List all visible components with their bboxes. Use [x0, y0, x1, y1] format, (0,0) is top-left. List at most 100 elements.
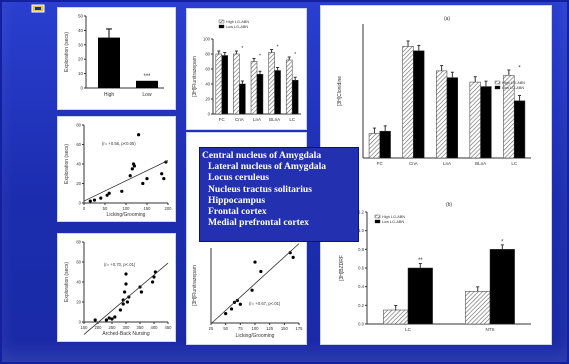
data-point [250, 288, 254, 292]
bar-lna-high [435, 70, 448, 159]
legend-swatch [494, 80, 501, 85]
lg-scatter-x-label: Licking/Grooming [107, 212, 146, 218]
x-tick-label: 125 [266, 326, 274, 331]
data-point [162, 177, 166, 181]
y-tick-label: 40 [205, 82, 210, 87]
x-tick-label: 75 [238, 326, 243, 331]
data-point [110, 317, 114, 321]
x-tick-label: 400 [151, 325, 159, 330]
x-tick-label: 450 [165, 325, 173, 330]
x-tick-label: 150 [281, 326, 289, 331]
legend-label: High LG-ABN [382, 215, 405, 219]
data-point [125, 300, 129, 304]
flunitrazepam-scatter-annotation: (r= +0.67, p<.01) [249, 301, 281, 306]
legend-swatch [494, 85, 501, 90]
panel-exploration-bar: 0 10 20 30 40 50 Exploration (secs) High Low *** [57, 7, 176, 110]
lg-scatter-y-label: Exploration (secs) [64, 144, 70, 184]
bar-lc-low [291, 80, 299, 115]
y-tick-label: 0 [79, 320, 82, 325]
chart-exploration-bar: 0 10 20 30 40 50 Exploration (secs) High Low *** [64, 14, 164, 98]
data-point [107, 191, 111, 195]
flunitrazepam-scatter-y-label: [3H]Flunitrazepam [192, 265, 198, 306]
bar-fc-low [221, 55, 229, 115]
data-point [160, 172, 164, 176]
data-point [132, 164, 136, 168]
y-tick-label: 50 [78, 14, 84, 19]
bar-nts-low [489, 249, 515, 325]
bzdrf-bar-y-label: [3H]BZDRF [339, 255, 345, 281]
x-tick-label: LC [511, 161, 518, 166]
significance-label: * [294, 52, 296, 58]
legend-label: High LG-ABN [502, 81, 525, 85]
significance-label: * [501, 239, 504, 245]
data-point [253, 260, 257, 264]
legend-label: Low LG-ABN [226, 25, 248, 29]
x-tick-label: 250 [109, 325, 117, 330]
y-tick-label: 0.0 [358, 322, 364, 327]
caption-line: Central nucleus of Amygdala [202, 150, 322, 161]
bar-cna-high [402, 46, 414, 159]
data-point [291, 255, 295, 259]
x-tick-label: Low [142, 92, 152, 98]
data-point [145, 177, 149, 181]
significance-label: * [277, 45, 279, 51]
clonidine-bar-title: (a) [444, 16, 450, 22]
bar-cna-low [413, 50, 425, 159]
clonidine-bar-y-label: [3H]Clonidine [337, 76, 343, 106]
y-tick-label: 80 [76, 123, 81, 128]
regression-line [83, 262, 169, 335]
bar-lc-high [383, 309, 409, 325]
data-point [121, 302, 125, 306]
y-tick-label: 0.4 [358, 284, 364, 289]
y-tick-label: 20 [205, 97, 210, 102]
x-tick-label: 350 [137, 325, 145, 330]
chart-bzdrf-bar: 0.0 0.2 0.4 0.6 0.8 1.0 1.2 LC ** NTS * High LG-ABN… [339, 202, 531, 332]
bar-cna-low [239, 83, 246, 115]
regression-line [83, 160, 169, 202]
bar-blna-low [274, 70, 281, 115]
abn-scatter-annotation: (r= +0.70, p<.01) [104, 262, 136, 267]
abn-scatter-y-label: Exploration (secs) [64, 262, 70, 302]
bar-lna-high [250, 61, 258, 115]
exploration-y-label: Exploration (secs) [64, 32, 70, 72]
data-point [124, 282, 128, 286]
y-tick-label: 20 [76, 181, 81, 186]
x-tick-label: 100 [252, 326, 260, 331]
significance-label: * [241, 46, 243, 52]
x-tick-label: 100 [123, 206, 131, 211]
caption-line: Nucleus tractus solitarius [208, 183, 312, 195]
region-list-caption: Central nucleus of Amygdala Lateral nucl… [199, 147, 359, 242]
y-tick-label: 60 [76, 260, 81, 265]
x-tick-label: LC [405, 327, 412, 332]
y-tick-label: 60 [76, 142, 81, 147]
legend-label: High LG-ABN [226, 20, 249, 24]
x-tick-label: 0 [83, 206, 86, 211]
y-tick-label: 80 [76, 240, 81, 245]
y-tick-label: 0.6 [358, 266, 364, 271]
legend-swatch [374, 219, 381, 224]
bar-blna-low [480, 86, 492, 159]
bar-fc-high [368, 133, 381, 159]
flunitrazepam-scatter-x-label: Licking/Grooming [236, 333, 275, 339]
bar-fc-high [215, 53, 223, 115]
flunitrazepam-bar-y-label: [3H]Flunitrazepam [192, 56, 198, 97]
bar-lna-low [256, 74, 264, 115]
significance-label: * [518, 65, 521, 71]
caption-line: Locus ceruleus [208, 172, 270, 184]
panel-flunitrazepam-bar: 0 20 40 60 80 100 FC CnA * LnA * BLnA * LC * High LG-AB… [186, 8, 307, 130]
bar-lna-low [446, 77, 459, 159]
bar-fc-low [379, 130, 391, 159]
data-point [137, 133, 141, 137]
data-point [104, 318, 108, 322]
bar-blna-high [469, 81, 481, 159]
caption-line: Hippocampus [208, 194, 266, 206]
y-tick-label: 0.8 [358, 247, 364, 252]
y-tick-label: 40 [78, 28, 84, 33]
data-point [229, 307, 234, 311]
y-tick-label: 0 [208, 112, 211, 117]
abn-scatter-x-label: Arched-Back Nursing [102, 331, 149, 337]
caption-line: Lateral nucleus of Amygdala [208, 161, 327, 173]
bar-blna-high [268, 52, 275, 115]
data-point [238, 302, 242, 306]
bar-low [136, 80, 158, 88]
